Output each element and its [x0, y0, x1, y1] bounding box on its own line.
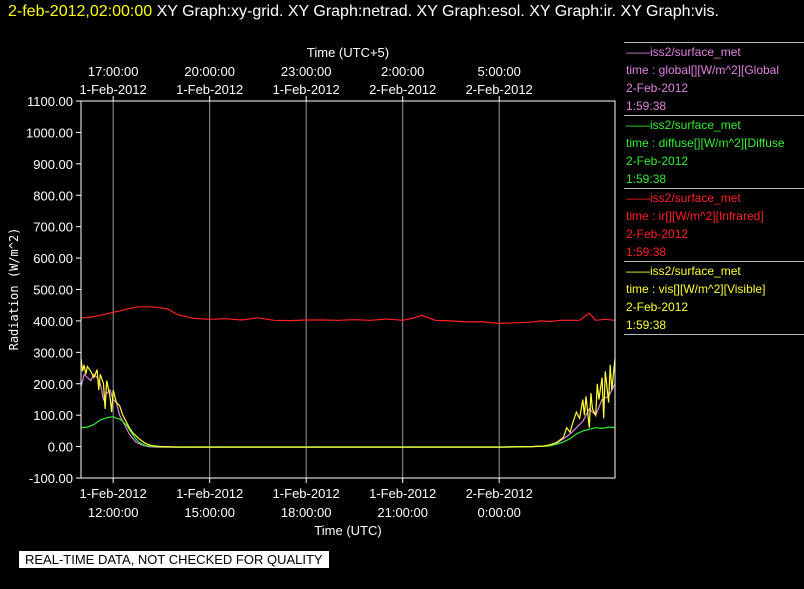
y-tick-label: 1100.00 [27, 94, 73, 109]
y-tick-label: 200.00 [33, 377, 73, 392]
y-tick-label: 900.00 [33, 157, 73, 172]
legend-source: ——iss2/surface_met [626, 191, 741, 205]
x-top-tick-date: 1-Feb-2012 [80, 82, 147, 97]
series-global-line [80, 373, 616, 448]
x-tick-date: 1-Feb-2012 [273, 486, 340, 501]
x-top-tick-date: 2-Feb-2012 [369, 82, 436, 97]
x-tick-time: 21:00:00 [377, 505, 428, 520]
legend-time: 1:59:38 [626, 99, 667, 113]
legend-date: 2-Feb-2012 [626, 154, 689, 168]
y-axis: 1100.00 1000.00 900.00 800.00 700.00 600.00 50… [26, 94, 81, 486]
x-tick-time: 15:00:00 [184, 505, 235, 520]
y-tick-label: 0.00 [48, 440, 73, 455]
x-tick-time: 0:00:00 [478, 505, 521, 520]
y-tick-label: 400.00 [33, 314, 73, 329]
legend-variable: time : global[][W/m^2][Global [626, 63, 780, 77]
x-axis-top: 17:00:00 1-Feb-2012 20:00:00 1-Feb-2012 23:0… [80, 64, 533, 101]
x-tick-date: 1-Feb-2012 [80, 486, 147, 501]
y-tick-label: 500.00 [33, 283, 73, 298]
y-tick-label: 300.00 [33, 345, 73, 360]
y-tick-label: 600.00 [33, 251, 73, 266]
series-ir-line [80, 306, 616, 325]
grid-lines [112, 101, 500, 478]
x-top-tick-time: 23:00:00 [281, 64, 332, 79]
x-tick-date: 1-Feb-2012 [369, 486, 436, 501]
y-tick-label: 700.00 [33, 220, 73, 235]
legend-source: ——iss2/surface_met [626, 264, 741, 278]
x-top-tick-date: 2-Feb-2012 [466, 82, 533, 97]
x-axis-bottom-title: Time (UTC) [314, 523, 381, 538]
legend-variable: time : vis[][W/m^2][Visible] [626, 282, 766, 296]
legend-variable: time : diffuse[][W/m^2][Diffuse [626, 136, 785, 150]
x-top-tick-time: 2:00:00 [381, 64, 424, 79]
x-axis-bottom: 1-Feb-2012 12:00:00 1-Feb-2012 15:00:00 1-Fe… [80, 478, 533, 520]
legend-source: ——iss2/surface_met [626, 45, 741, 59]
y-tick-label: 100.00 [33, 408, 73, 423]
legend-variable: time : ir[][W/m^2][Infrared] [626, 209, 764, 223]
y-tick-label: 800.00 [33, 188, 73, 203]
plot-frame [80, 100, 616, 479]
series-diffuse-line [80, 416, 616, 448]
quality-banner: REAL-TIME DATA, NOT CHECKED FOR QUALITY [19, 551, 329, 568]
legend-time: 1:59:38 [626, 245, 667, 259]
graph-list: XY Graph:xy-grid. XY Graph:netrad. XY Gr… [152, 3, 719, 20]
x-top-tick-time: 5:00:00 [478, 64, 521, 79]
x-tick-time: 18:00:00 [281, 505, 332, 520]
window-title: 2-feb-2012,02:00:00 XY Graph:xy-grid. XY… [8, 1, 804, 23]
x-top-tick-time: 17:00:00 [88, 64, 139, 79]
y-axis-title: Radiation (W/m^2) [7, 228, 21, 351]
x-tick-date: 2-Feb-2012 [466, 486, 533, 501]
x-tick-time: 12:00:00 [88, 505, 139, 520]
legend-date: 2-Feb-2012 [626, 300, 689, 314]
legend-date: 2-Feb-2012 [626, 81, 689, 95]
legend-date: 2-Feb-2012 [626, 227, 689, 241]
series-vis-line [80, 358, 616, 448]
series-lines [80, 306, 616, 448]
x-axis-top-title: Time (UTC+5) [307, 45, 389, 60]
x-top-tick-date: 1-Feb-2012 [273, 82, 340, 97]
x-top-tick-date: 1-Feb-2012 [176, 82, 243, 97]
legend-time: 1:59:38 [626, 318, 667, 332]
y-tick-label: -100.00 [29, 471, 73, 486]
legend-time: 1:59:38 [626, 172, 667, 186]
legend-source: ——iss2/surface_met [626, 118, 741, 132]
y-tick-label: 1000.00 [26, 125, 73, 140]
legend-divider [624, 334, 804, 335]
x-top-tick-time: 20:00:00 [184, 64, 235, 79]
timestamp: 2-feb-2012,02:00:00 [8, 3, 153, 20]
x-tick-date: 1-Feb-2012 [176, 486, 243, 501]
